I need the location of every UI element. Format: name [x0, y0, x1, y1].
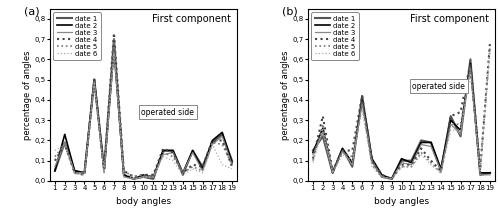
Y-axis label: percentage of angles: percentage of angles [23, 50, 32, 140]
Legend: date 1, date 2, date 3, date 4, date 5, date 6: date 1, date 2, date 3, date 4, date 5, … [312, 12, 359, 60]
X-axis label: body angles: body angles [374, 197, 429, 206]
X-axis label: body angles: body angles [116, 197, 171, 206]
Y-axis label: percentage of angles: percentage of angles [281, 50, 290, 140]
Text: (b): (b) [282, 7, 298, 17]
Text: operated side: operated side [412, 82, 466, 91]
Text: operated side: operated side [142, 107, 194, 117]
Text: First component: First component [152, 14, 232, 24]
Legend: date 1, date 2, date 3, date 4, date 5, date 6: date 1, date 2, date 3, date 4, date 5, … [54, 12, 101, 60]
Text: (a): (a) [24, 7, 40, 17]
Text: First component: First component [410, 14, 490, 24]
